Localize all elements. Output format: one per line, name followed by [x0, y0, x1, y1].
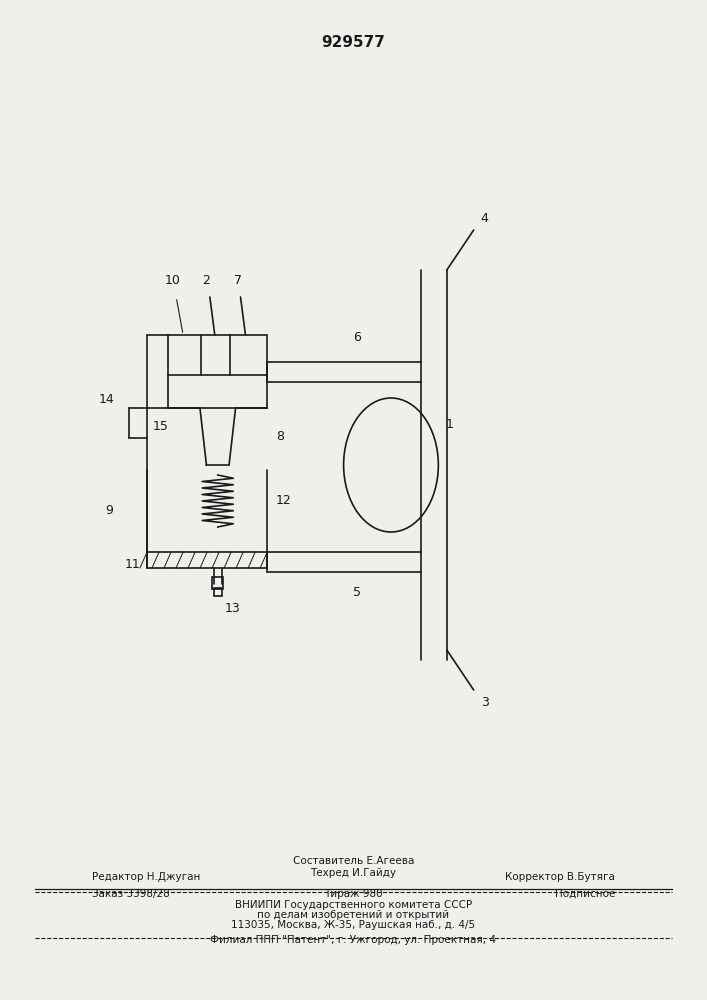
- Text: 1: 1: [445, 418, 453, 431]
- Text: 9: 9: [105, 504, 113, 518]
- Text: 8: 8: [276, 430, 284, 443]
- Text: 15: 15: [153, 420, 168, 432]
- Text: 13: 13: [225, 602, 240, 615]
- Text: ВНИИПИ Государственного комитета СССР: ВНИИПИ Государственного комитета СССР: [235, 900, 472, 910]
- Text: 3: 3: [481, 696, 489, 708]
- Text: Составитель Е.Агеева
Техред И.Гайду: Составитель Е.Агеева Техред И.Гайду: [293, 856, 414, 878]
- Text: 6: 6: [354, 331, 361, 344]
- Text: Подписное: Подписное: [555, 889, 615, 899]
- Text: по делам изобретений и открытий: по делам изобретений и открытий: [257, 910, 450, 920]
- Text: 5: 5: [354, 586, 361, 599]
- Text: 113035, Москва, Ж-35, Раушская наб., д. 4/5: 113035, Москва, Ж-35, Раушская наб., д. …: [231, 920, 476, 930]
- Bar: [212, 577, 223, 589]
- Bar: [214, 588, 222, 596]
- Text: 10: 10: [164, 274, 180, 287]
- Text: 929577: 929577: [322, 35, 385, 50]
- Text: 11: 11: [124, 558, 140, 571]
- Text: Тираж 980: Тираж 980: [325, 889, 382, 899]
- Text: Редактор Н.Джуган: Редактор Н.Джуган: [92, 872, 200, 882]
- Bar: [168, 335, 267, 375]
- Text: 14: 14: [99, 393, 115, 406]
- Text: 2: 2: [202, 274, 210, 287]
- Text: Филиал ППП "Патент", г. Ужгород, ул. Проектная, 4: Филиал ППП "Патент", г. Ужгород, ул. Про…: [211, 935, 496, 945]
- Text: 12: 12: [276, 494, 291, 508]
- Text: 7: 7: [233, 274, 242, 287]
- Text: 4: 4: [481, 212, 489, 225]
- Text: Корректор В.Бутяга: Корректор В.Бутяга: [506, 872, 615, 882]
- Text: Заказ 3398/28: Заказ 3398/28: [92, 889, 170, 899]
